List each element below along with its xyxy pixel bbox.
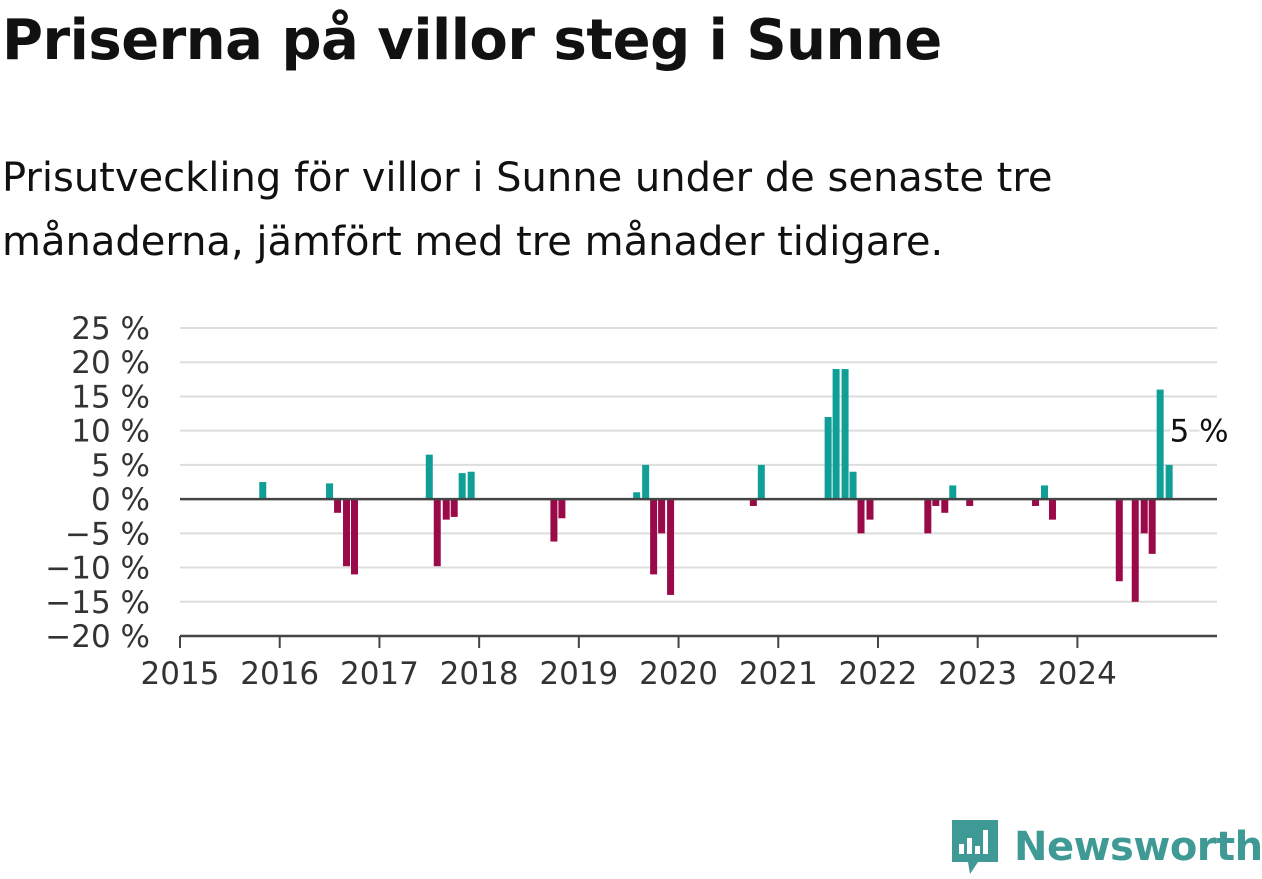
x-tick-label: 2017 xyxy=(340,656,419,692)
x-tick-label: 2019 xyxy=(539,656,618,692)
x-tick-label: 2018 xyxy=(440,656,519,692)
bar xyxy=(642,464,650,500)
bar xyxy=(442,499,450,520)
grid-lines xyxy=(180,327,1217,603)
bar xyxy=(832,369,840,500)
y-tick-label: 15 % xyxy=(71,379,150,415)
bar xyxy=(1032,499,1040,506)
bar xyxy=(1048,499,1056,520)
bar xyxy=(749,499,757,506)
y-tick-label: 0 % xyxy=(91,482,150,518)
bar xyxy=(1156,389,1164,500)
x-tick-label: 2021 xyxy=(739,656,818,692)
bar xyxy=(941,499,949,513)
bar xyxy=(425,454,433,500)
bar xyxy=(658,499,666,534)
bar xyxy=(259,482,267,500)
x-tick-label: 2020 xyxy=(639,656,718,692)
bar xyxy=(824,416,832,500)
bar xyxy=(1131,499,1139,602)
y-tick-label: 5 % xyxy=(91,448,150,484)
bar xyxy=(1040,485,1048,500)
x-tick-label: 2022 xyxy=(839,656,918,692)
x-tick-label: 2024 xyxy=(1038,656,1117,692)
newsworthy-logo-icon xyxy=(952,820,998,874)
bar xyxy=(350,499,358,575)
y-tick-label: 20 % xyxy=(71,345,150,381)
y-tick-label: 25 % xyxy=(71,311,150,347)
brand-logo: Newsworthy xyxy=(950,818,1262,876)
bar xyxy=(966,499,974,506)
bar xyxy=(450,499,458,517)
bars xyxy=(259,369,1173,602)
bar xyxy=(458,473,466,500)
bar xyxy=(841,369,849,500)
bar-chart: 25 %20 %15 %10 %5 %0 %−5 %−10 %−15 %−20 … xyxy=(45,311,1232,692)
y-tick-label: 10 % xyxy=(71,414,150,450)
bar xyxy=(433,499,441,567)
annotation-label: 5 % xyxy=(1170,414,1229,450)
bar xyxy=(334,499,342,513)
x-tick-label: 2016 xyxy=(240,656,319,692)
bar xyxy=(650,499,658,575)
bar xyxy=(467,471,475,500)
chart-title: Priserna på villor steg i Sunne xyxy=(2,8,942,73)
bar xyxy=(550,499,558,542)
tick-labels: 25 %20 %15 %10 %5 %0 %−5 %−10 %−15 %−20 … xyxy=(45,311,1117,692)
y-tick-label: −10 % xyxy=(45,551,150,587)
bar xyxy=(932,499,940,506)
bar xyxy=(558,499,566,519)
x-tick-label: 2023 xyxy=(938,656,1017,692)
bar xyxy=(1148,499,1156,554)
brand-name: Newsworthy xyxy=(1014,824,1262,870)
bar xyxy=(949,485,957,500)
bar xyxy=(326,483,334,500)
y-tick-label: −15 % xyxy=(45,585,150,621)
bar xyxy=(343,499,351,567)
bar xyxy=(924,499,932,534)
y-tick-label: −5 % xyxy=(65,516,150,552)
annotation-layer: 5 % xyxy=(1167,411,1232,453)
bar xyxy=(857,499,865,534)
bar xyxy=(633,492,641,500)
bar xyxy=(757,464,765,500)
bar xyxy=(667,499,675,595)
bar xyxy=(866,499,874,520)
axes xyxy=(179,497,1217,648)
chart-subtitle: Prisutveckling för villor i Sunne under … xyxy=(2,155,1053,265)
y-tick-label: −20 % xyxy=(45,619,150,655)
bar xyxy=(1115,499,1123,582)
bar xyxy=(1140,499,1148,534)
x-tick-label: 2015 xyxy=(141,656,220,692)
bar xyxy=(1165,464,1173,500)
bar xyxy=(849,471,857,500)
